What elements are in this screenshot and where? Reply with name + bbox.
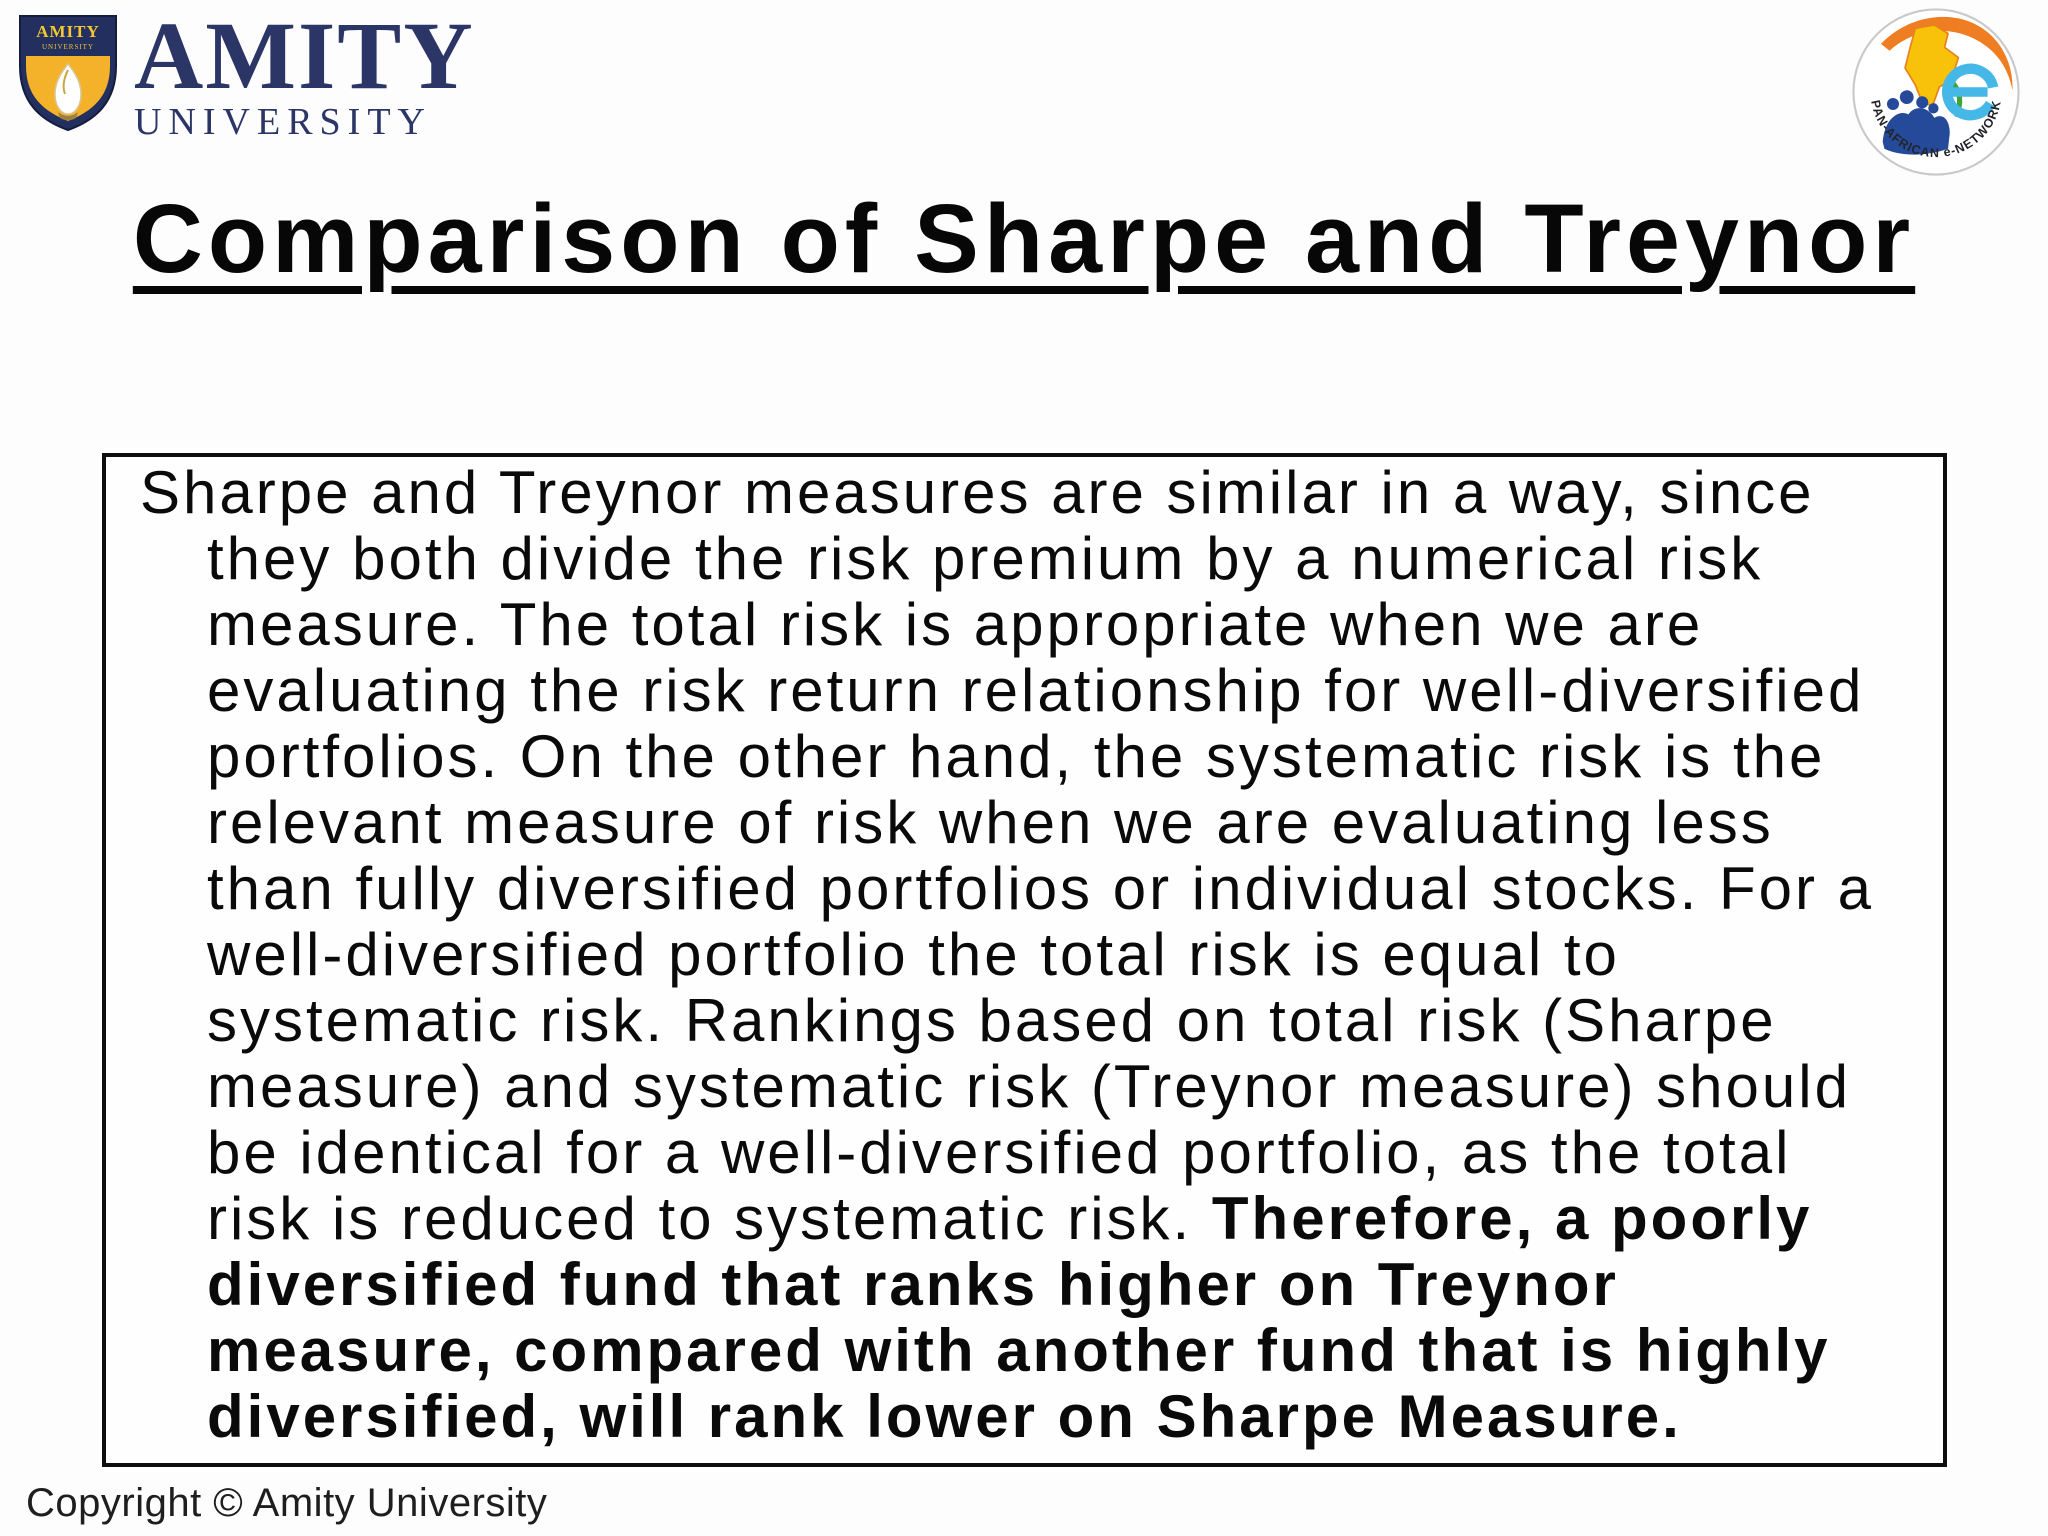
amity-university-logo: AMITY UNIVERSITY AMITY UNIVERSITY [16,2,475,143]
shield-text-university: UNIVERSITY [42,43,94,51]
lamp-base [58,112,78,121]
body-text-bold: Therefore, a poorly diversified fund tha… [207,1185,1831,1450]
body-paragraph: Sharpe and Treynor measures are similar … [140,460,1892,1450]
shield-flame-icon [54,62,82,115]
pan-african-enetwork-logo: PAN-AFRICAN e-NETWORK [1852,8,2020,176]
amity-wordmark-line1: AMITY [134,2,475,109]
amity-wordmark-line2: UNIVERSITY [134,101,432,143]
shield-text-amity: AMITY [36,22,100,41]
body-textbox: Sharpe and Treynor measures are similar … [102,453,1947,1467]
body-text-normal: Sharpe and Treynor measures are similar … [140,459,1875,1252]
copyright-notice: Copyright © Amity University [26,1481,548,1525]
flame-detail [62,69,69,95]
amity-wordmark: AMITY UNIVERSITY [134,2,475,143]
amity-shield-icon: AMITY UNIVERSITY [19,15,117,132]
africa-map-icon [1904,24,1960,107]
slide-title: Comparison of Sharpe and Treynor [132,184,1916,293]
people-silhouettes-icon [1882,90,1950,155]
